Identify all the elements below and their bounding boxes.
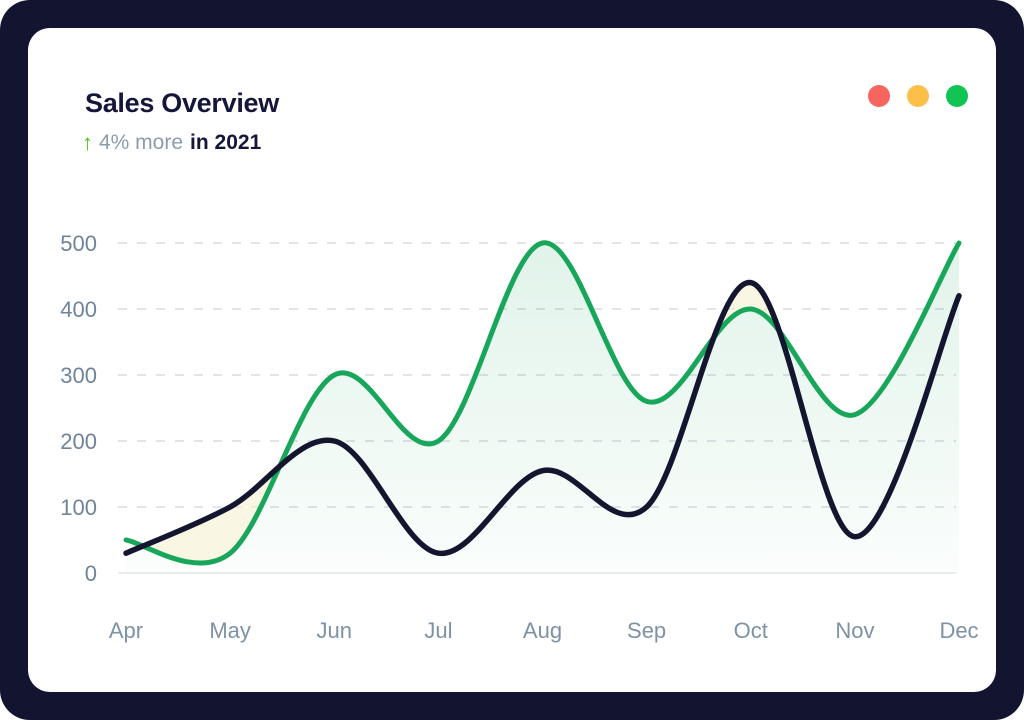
- window-controls: [868, 85, 968, 107]
- trend-year: in 2021: [190, 131, 262, 154]
- trend-subtitle: ↑ 4% more in 2021: [82, 130, 261, 156]
- page-title: Sales Overview: [85, 88, 279, 118]
- window-dot-green[interactable]: [946, 85, 968, 107]
- trend-highlight: 4% more: [99, 131, 184, 154]
- up-arrow-icon: ↑: [82, 130, 93, 155]
- window-dot-yellow[interactable]: [907, 85, 929, 107]
- sales-card: Sales Overview ↑ 4% more in 2021: [28, 28, 996, 692]
- window-dot-red[interactable]: [868, 85, 890, 107]
